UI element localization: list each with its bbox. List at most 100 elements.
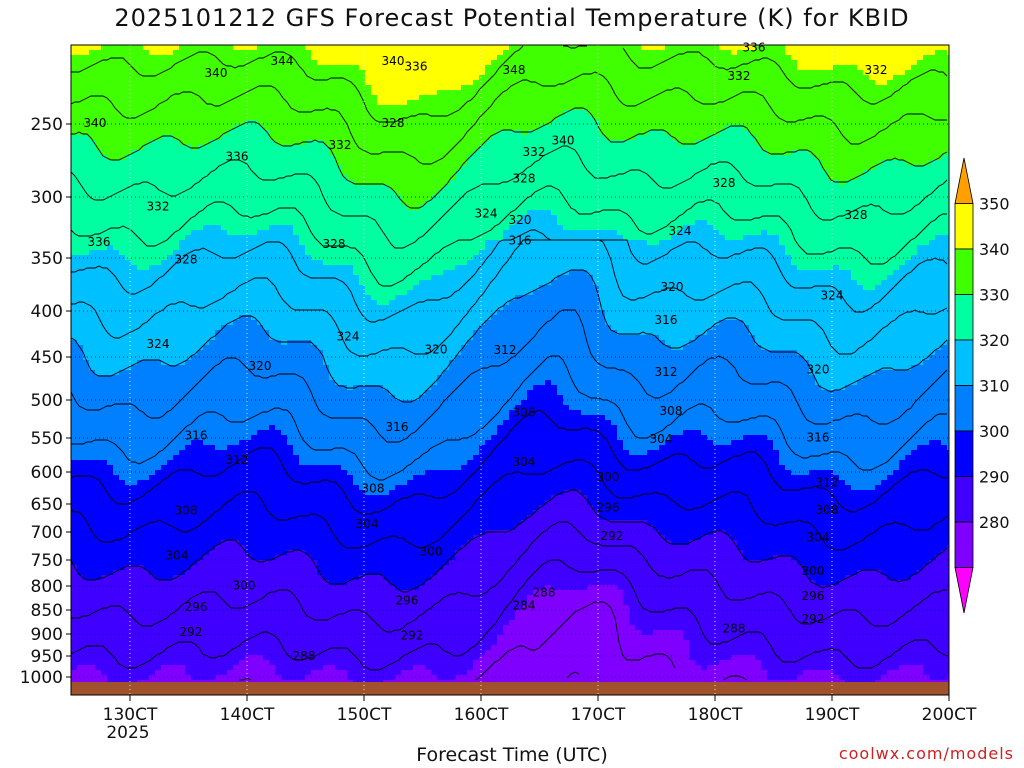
theta-cell xyxy=(311,135,318,141)
theta-cell xyxy=(761,45,768,51)
theta-cell xyxy=(845,75,852,81)
theta-cell xyxy=(803,150,810,156)
theta-cell xyxy=(467,65,474,71)
theta-cell xyxy=(731,200,738,206)
theta-cell xyxy=(167,85,174,91)
theta-cell xyxy=(527,195,534,201)
theta-cell xyxy=(539,105,546,111)
theta-cell xyxy=(443,95,450,101)
theta-cell xyxy=(323,130,330,136)
theta-cell xyxy=(341,130,348,136)
theta-cell xyxy=(587,160,594,166)
theta-cell xyxy=(947,75,949,81)
theta-cell xyxy=(587,190,594,196)
theta-cell xyxy=(557,140,564,146)
theta-cell xyxy=(713,125,720,131)
theta-cell xyxy=(749,195,756,201)
theta-cell xyxy=(155,50,162,56)
theta-cell xyxy=(857,165,864,171)
theta-cell xyxy=(713,190,720,196)
theta-cell xyxy=(431,170,438,176)
theta-cell xyxy=(173,140,180,146)
theta-cell xyxy=(353,55,360,61)
theta-cell xyxy=(659,85,666,91)
theta-cell xyxy=(941,135,948,141)
theta-cell xyxy=(743,180,750,186)
theta-cell xyxy=(785,110,792,116)
theta-cell xyxy=(545,90,552,96)
theta-cell xyxy=(281,190,288,196)
theta-cell xyxy=(143,205,150,211)
theta-cell xyxy=(503,180,510,186)
theta-cell xyxy=(131,110,138,116)
theta-cell xyxy=(911,65,918,71)
theta-cell xyxy=(911,195,918,201)
theta-cell xyxy=(227,180,234,186)
theta-cell xyxy=(155,100,162,106)
theta-cell xyxy=(587,175,594,181)
theta-cell xyxy=(455,165,462,171)
theta-cell xyxy=(395,65,402,71)
theta-cell xyxy=(311,75,318,81)
theta-cell xyxy=(347,100,354,106)
theta-cell xyxy=(167,140,174,146)
theta-cell xyxy=(749,55,756,61)
theta-cell xyxy=(845,170,852,176)
theta-cell xyxy=(329,80,336,86)
theta-cell xyxy=(875,50,882,56)
theta-cell xyxy=(359,130,366,136)
theta-cell xyxy=(431,145,438,151)
theta-cell xyxy=(563,50,570,56)
theta-cell xyxy=(701,45,708,51)
theta-cell xyxy=(905,205,912,211)
theta-cell xyxy=(317,190,324,196)
theta-cell xyxy=(755,85,762,91)
theta-cell xyxy=(809,135,816,141)
theta-cell xyxy=(461,125,468,131)
theta-cell xyxy=(527,115,534,121)
theta-cell xyxy=(455,85,462,91)
theta-cell xyxy=(437,45,444,51)
theta-cell xyxy=(713,135,720,141)
theta-cell xyxy=(851,135,858,141)
theta-cell xyxy=(869,85,876,91)
theta-cell xyxy=(635,125,642,131)
theta-cell xyxy=(869,190,876,196)
theta-cell xyxy=(119,45,126,51)
theta-cell xyxy=(833,120,840,126)
theta-cell xyxy=(155,180,162,186)
theta-cell xyxy=(653,160,660,166)
theta-cell xyxy=(629,205,636,211)
theta-cell xyxy=(803,195,810,201)
theta-cell xyxy=(455,75,462,81)
theta-cell xyxy=(659,50,666,56)
theta-cell xyxy=(575,65,582,71)
theta-cell xyxy=(401,100,408,106)
theta-cell xyxy=(77,55,84,61)
theta-cell xyxy=(935,90,942,96)
theta-cell xyxy=(749,170,756,176)
theta-cell xyxy=(227,145,234,151)
theta-cell xyxy=(893,175,900,181)
theta-cell xyxy=(851,120,858,126)
theta-cell xyxy=(515,165,522,171)
theta-cell xyxy=(485,160,492,166)
theta-cell xyxy=(605,150,612,156)
theta-cell xyxy=(881,170,888,176)
theta-cell xyxy=(83,205,90,211)
theta-cell xyxy=(707,180,714,186)
theta-cell xyxy=(209,45,216,51)
theta-cell xyxy=(209,145,216,151)
theta-cell xyxy=(395,190,402,196)
theta-cell xyxy=(89,90,96,96)
theta-cell xyxy=(677,125,684,131)
theta-cell xyxy=(887,185,894,191)
theta-cell xyxy=(851,55,858,61)
theta-cell xyxy=(695,160,702,166)
theta-cell xyxy=(263,165,270,171)
theta-cell xyxy=(527,105,534,111)
theta-cell xyxy=(587,155,594,161)
theta-cell xyxy=(617,100,624,106)
theta-cell xyxy=(305,190,312,196)
theta-cell xyxy=(149,65,156,71)
